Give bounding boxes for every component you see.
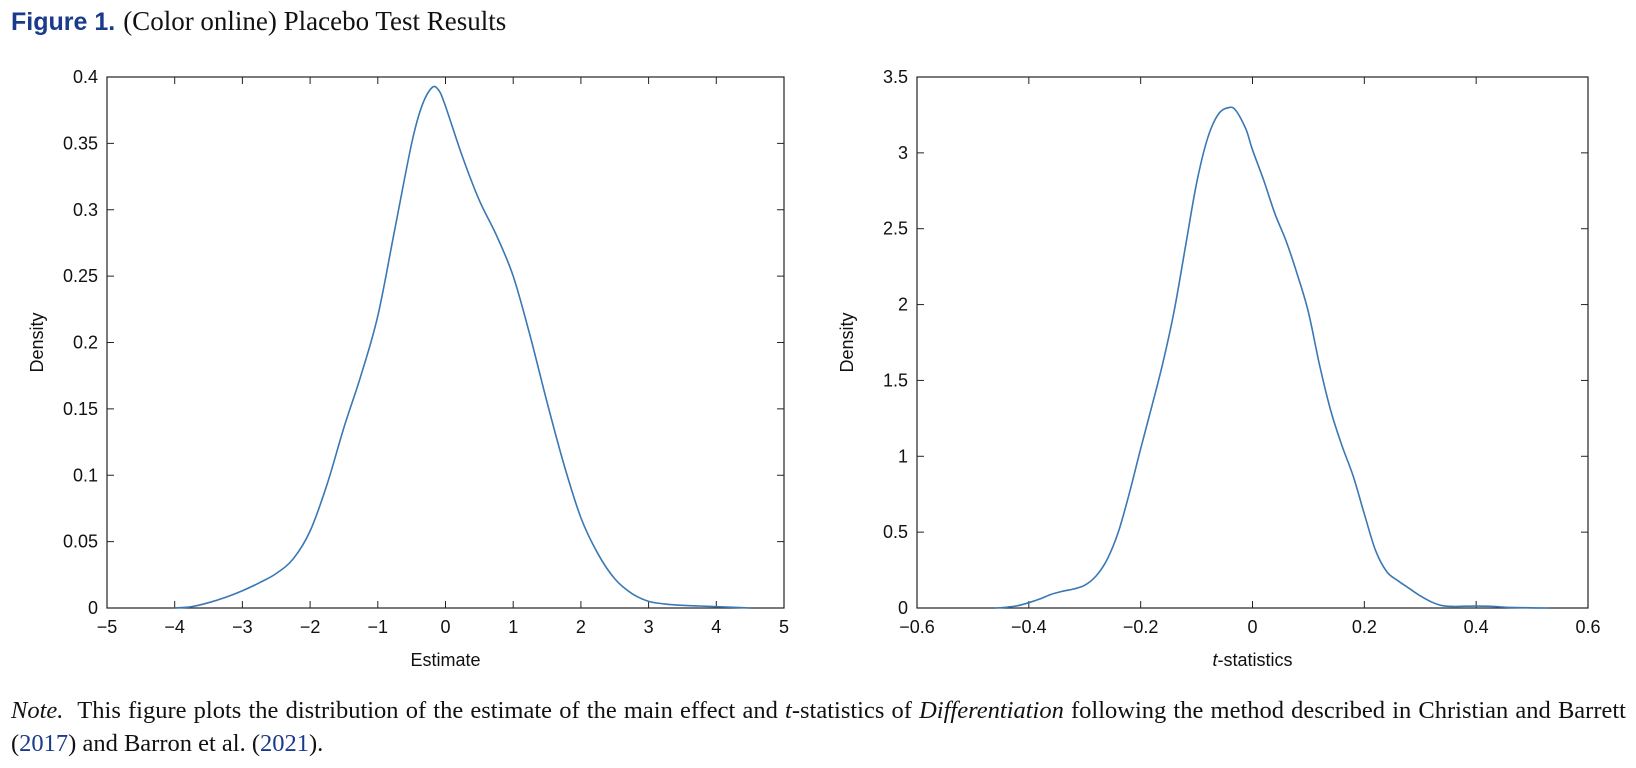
x-tick-label: −0.4: [1011, 617, 1047, 637]
y-tick-label: 0.1: [73, 465, 98, 485]
y-tick-label: 0.35: [63, 133, 98, 153]
note-t-italic: t: [785, 697, 792, 724]
x-tick-label: −1: [368, 617, 389, 637]
x-axis-label: t-statistics: [1212, 650, 1292, 670]
density-curve: [174, 85, 751, 609]
figure-title: Figure 1. (Color online) Placebo Test Res…: [11, 6, 506, 37]
x-tick-label: 3: [644, 617, 654, 637]
x-tick-label: 0.2: [1352, 617, 1377, 637]
y-tick-label: 1.5: [883, 370, 908, 390]
note-text-5: ).: [309, 730, 324, 757]
x-tick-label: 0: [440, 617, 450, 637]
x-tick-label: −4: [164, 617, 185, 637]
y-tick-label: 0.2: [73, 333, 98, 353]
x-tick-label: 1: [508, 617, 518, 637]
y-tick-label: 0.15: [63, 399, 98, 419]
y-tick-label: 0.3: [73, 200, 98, 220]
note-differentiation: Differentiation: [919, 697, 1064, 724]
x-tick-label: −5: [97, 617, 118, 637]
y-tick-label: 2: [898, 295, 908, 315]
note-text-4: ) and Barron et al. (: [68, 730, 261, 757]
y-tick-label: 0: [88, 598, 98, 618]
x-tick-label: −0.2: [1123, 617, 1159, 637]
plot-frame: [106, 76, 785, 609]
y-axis-label: Density: [27, 312, 47, 372]
figure-label: Figure 1.: [11, 8, 116, 36]
x-axis-label: Estimate: [410, 650, 480, 670]
y-axis-label: Density: [837, 312, 857, 372]
note-lead: Note.: [11, 697, 64, 724]
x-tick-label: −0.6: [899, 617, 935, 637]
x-tick-label: 5: [779, 617, 789, 637]
x-tick-label: 0: [1247, 617, 1257, 637]
figure-caption-title: (Color online) Placebo Test Results: [123, 6, 507, 36]
note-text-3: following the method described in Christ…: [11, 697, 1626, 757]
density-curve: [995, 106, 1549, 609]
citation-link-2017[interactable]: 2017: [19, 730, 69, 757]
y-tick-label: 0.5: [883, 522, 908, 542]
x-tick-label: 2: [576, 617, 586, 637]
x-tick-label: 4: [711, 617, 721, 637]
x-tick-label: 0.6: [1575, 617, 1600, 637]
note-text-1: This figure plots the distribution of th…: [77, 697, 786, 724]
x-tick-label: −2: [300, 617, 321, 637]
y-tick-label: 1: [898, 446, 908, 466]
y-tick-label: 0.25: [63, 266, 98, 286]
figure-note: Note. This figure plots the distribution…: [11, 694, 1626, 760]
note-text-2: -statistics of: [791, 697, 920, 724]
y-tick-label: 0: [898, 598, 908, 618]
estimate-density-chart: −5 −4 −3 −2 −1 0 1 2 3 4 5 0 0.05 0.1 0.15 0.2 0.25 0.3 0.…: [27, 67, 789, 670]
y-tick-label: 2.5: [883, 219, 908, 239]
y-tick-label: 0.4: [73, 67, 98, 87]
plot-frame: [916, 76, 1589, 609]
y-tick-label: 0.05: [63, 532, 98, 552]
y-tick-label: 3: [898, 143, 908, 163]
y-tick-label: 3.5: [883, 67, 908, 87]
x-tick-label: 0.4: [1464, 617, 1489, 637]
t-statistics-density-chart: −0.6 −0.4 −0.2 0 0.2 0.4 0.6 0 0.5 1 1.5 2 2.5 3 3.5 t-…: [837, 67, 1601, 670]
x-tick-label: −3: [232, 617, 253, 637]
citation-link-2021[interactable]: 2021: [260, 730, 310, 757]
